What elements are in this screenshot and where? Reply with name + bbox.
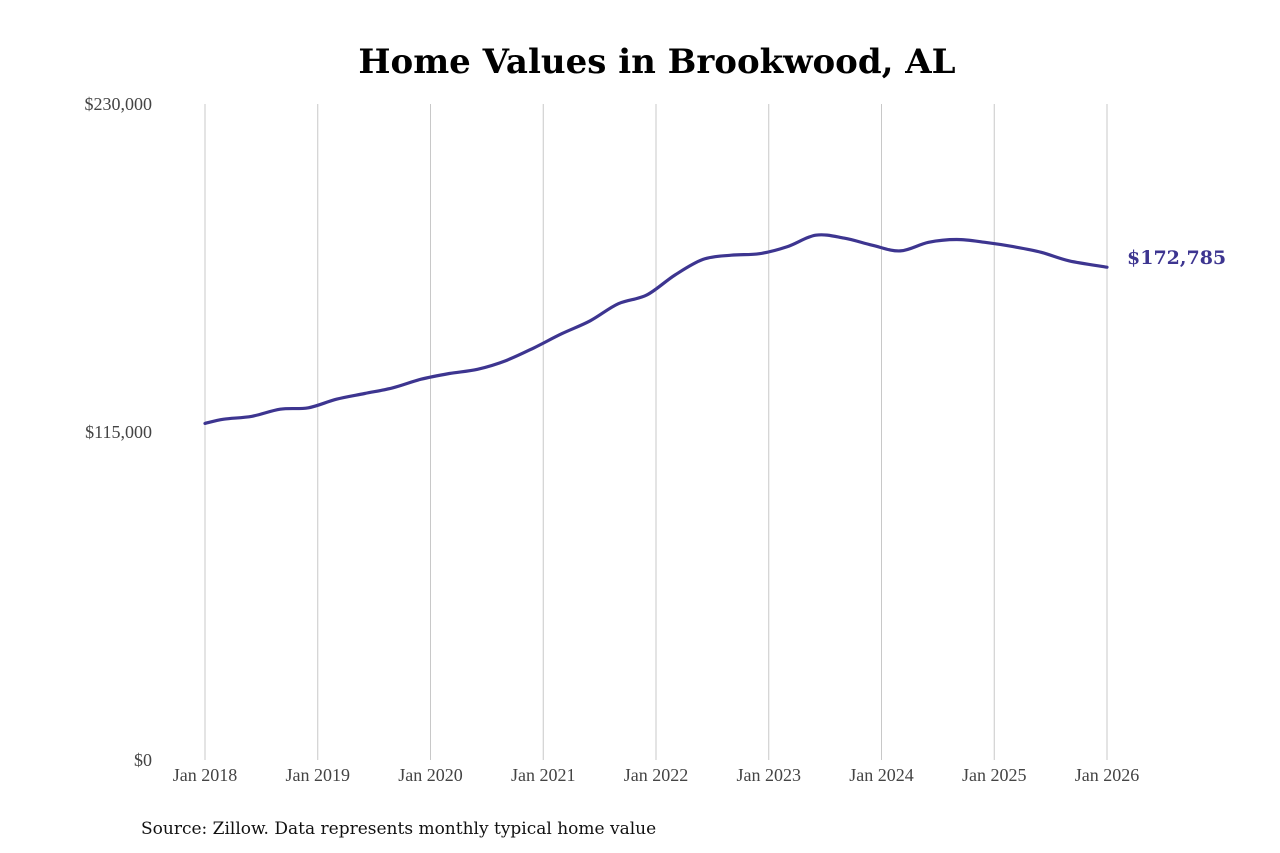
x-tick-label: Jan 2026: [1075, 765, 1140, 785]
end-value-label: $172,785: [1127, 247, 1226, 269]
x-tick-label: Jan 2025: [962, 765, 1027, 785]
grid-lines: [204, 104, 1108, 760]
x-tick-label: Jan 2020: [398, 765, 463, 785]
y-tick-label: $230,000: [85, 94, 153, 114]
x-tick-label: Jan 2018: [173, 765, 238, 785]
y-tick-label: $115,000: [85, 422, 152, 442]
chart-title: Home Values in Brookwood, AL: [358, 42, 955, 82]
x-axis-ticks: Jan 2018 Jan 2019 Jan 2020 Jan 2021 Jan 2022…: [173, 765, 1140, 785]
x-tick-label: Jan 2022: [624, 765, 689, 785]
y-axis-ticks: $0 $115,000 $230,000: [85, 94, 153, 770]
source-note: Source: Zillow. Data represents monthly …: [141, 819, 656, 839]
x-tick-label: Jan 2023: [737, 765, 802, 785]
x-tick-label: Jan 2024: [849, 765, 914, 785]
home-value-line: [203, 233, 1109, 425]
x-tick-label: Jan 2021: [511, 765, 576, 785]
x-tick-label: Jan 2019: [286, 765, 351, 785]
y-tick-label: $0: [134, 750, 152, 770]
